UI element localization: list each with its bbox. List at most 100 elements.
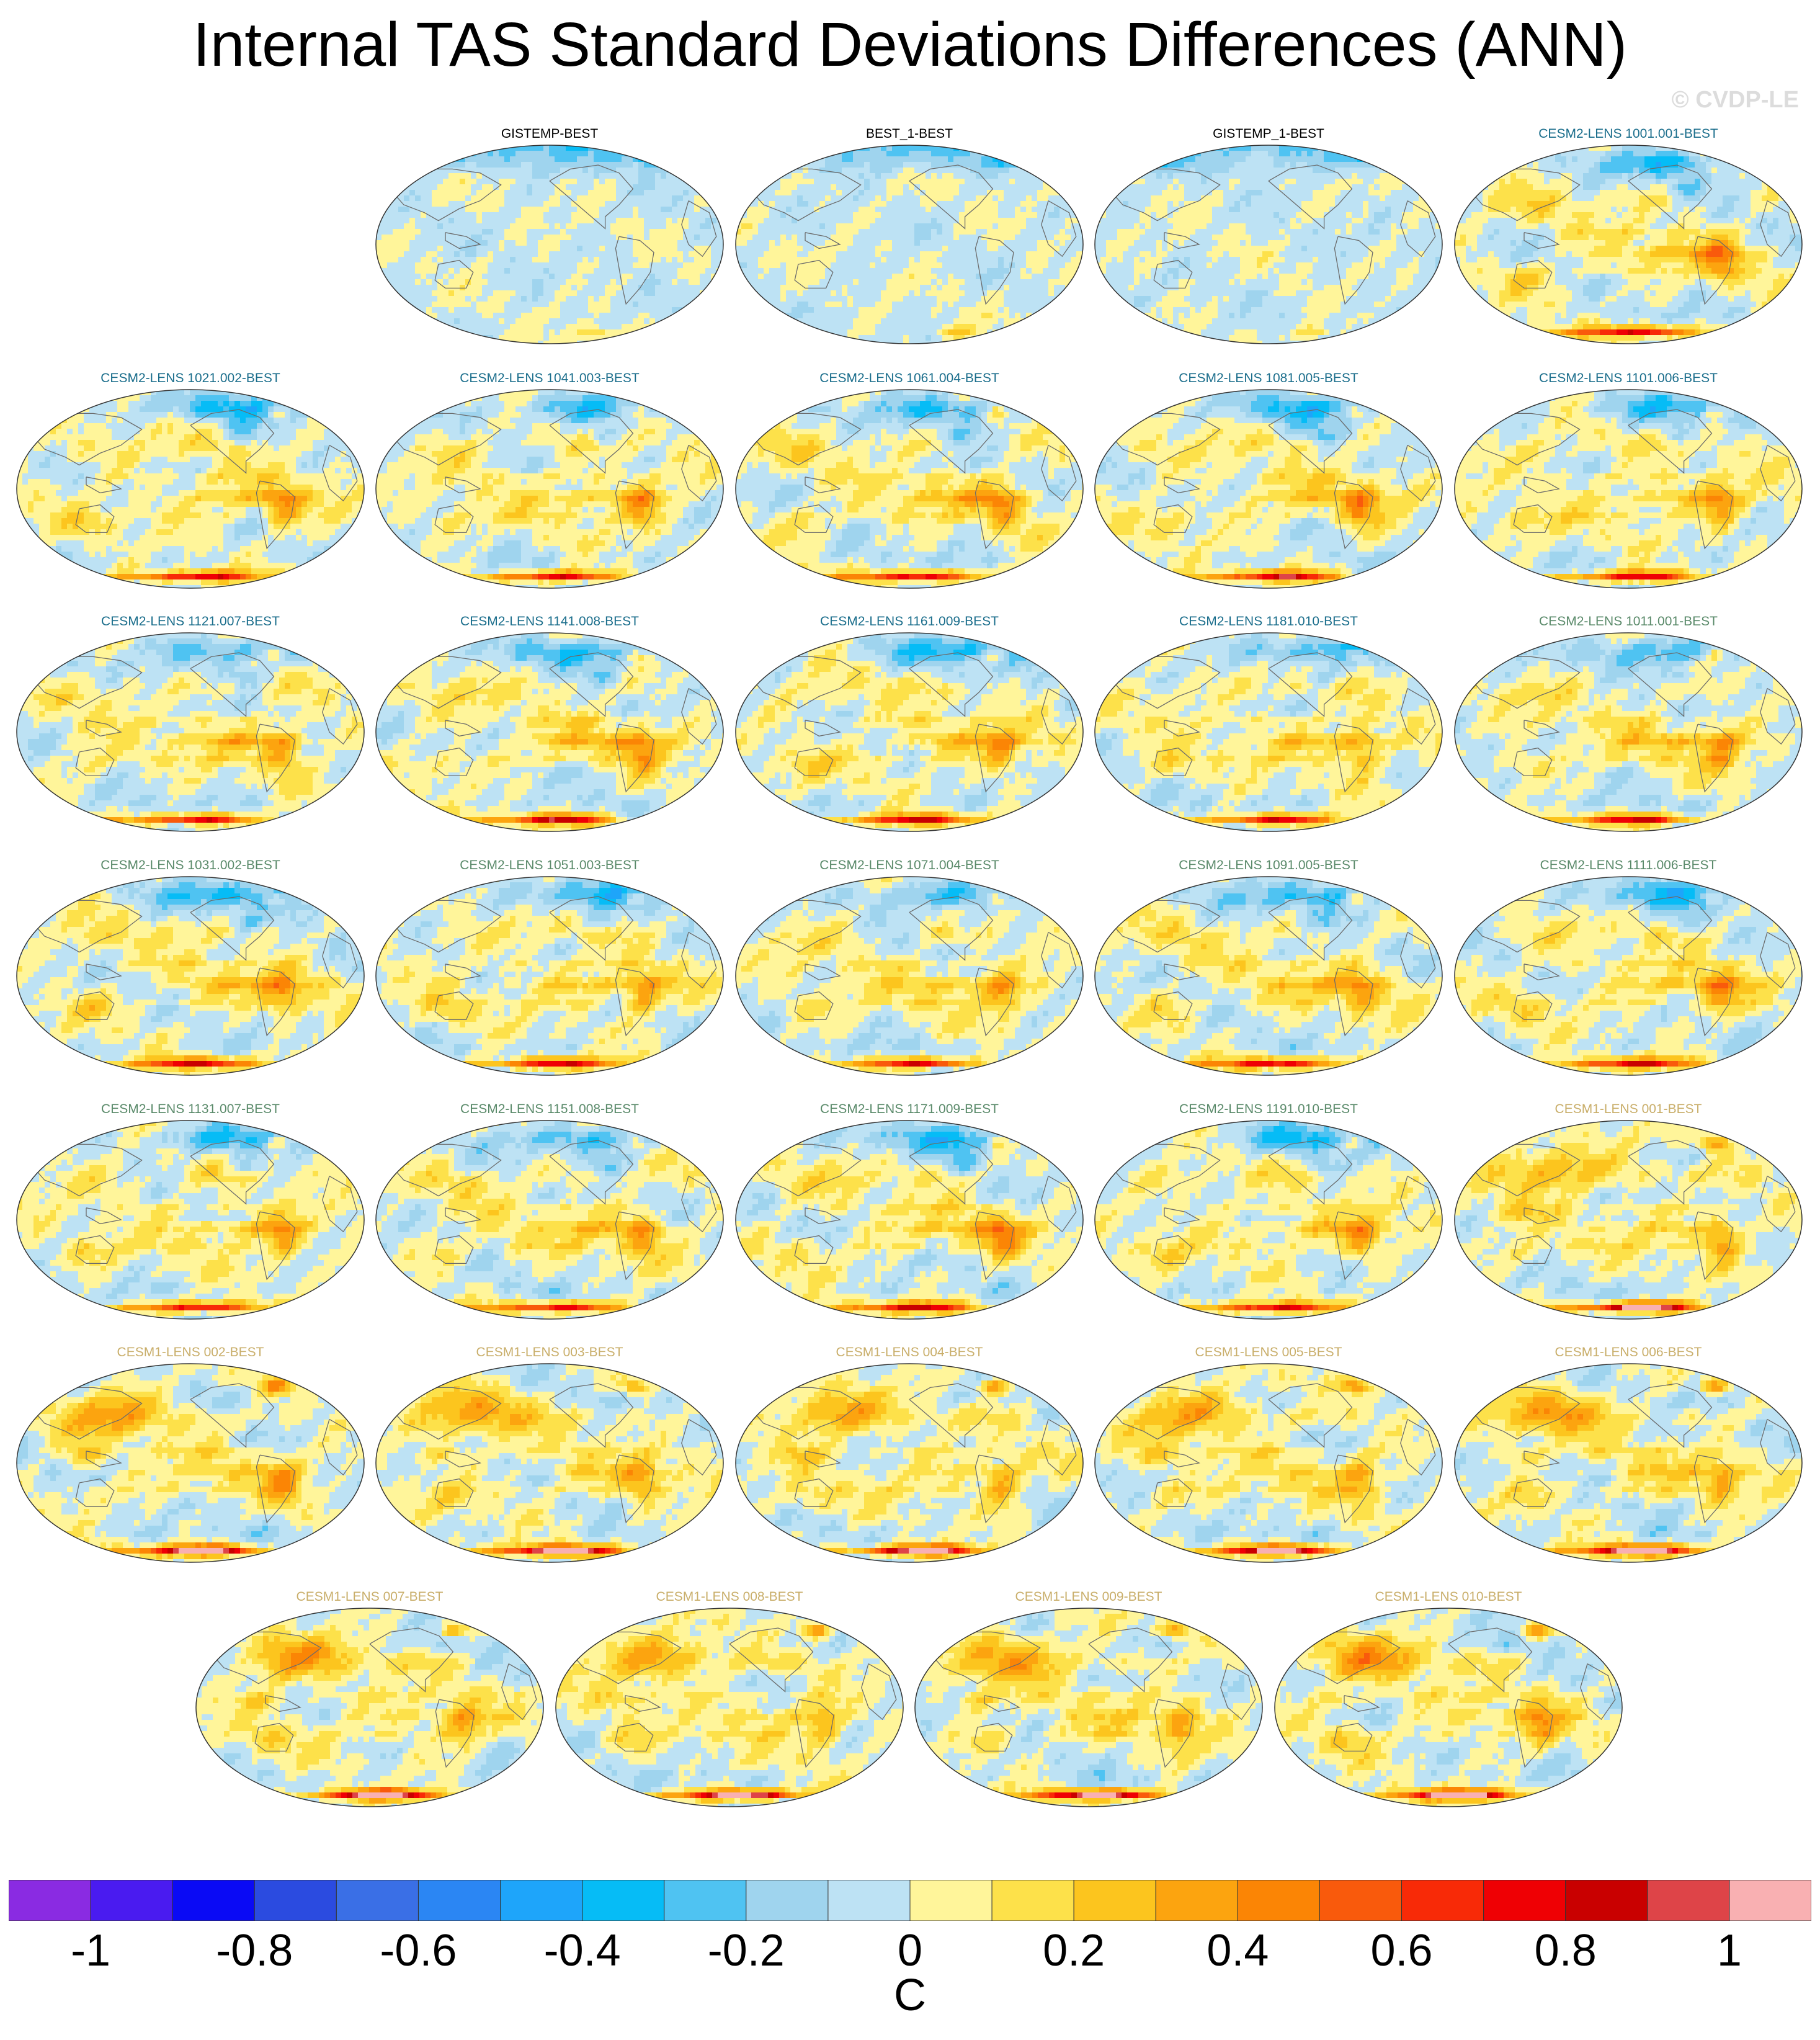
map-panel: CESM1-LENS 006-BEST	[1453, 1345, 1804, 1564]
map-panel: CESM2-LENS 1001.001-BEST	[1453, 127, 1804, 345]
map-plot	[194, 1607, 545, 1808]
map-plot	[1093, 1362, 1444, 1564]
map-panel: CESM2-LENS 1191.010-BEST	[1093, 1102, 1444, 1320]
map-plot	[1093, 632, 1444, 833]
colorbar-bin	[910, 1880, 992, 1921]
map-panel: CESM2-LENS 1071.004-BEST	[734, 858, 1085, 1076]
panel-title: CESM2-LENS 1101.006-BEST	[1453, 371, 1804, 386]
panel-title: CESM2-LENS 1111.006-BEST	[1453, 858, 1804, 873]
map-panel: CESM1-LENS 001-BEST	[1453, 1102, 1804, 1320]
map-plot	[15, 1119, 366, 1320]
colorbar-tick-label: 0.6	[1370, 1928, 1432, 1973]
panel-title: CESM2-LENS 1091.005-BEST	[1093, 858, 1444, 873]
colorbar-tick-label: 0.4	[1207, 1928, 1269, 1973]
map-plot	[1453, 388, 1804, 589]
map-panel: GISTEMP_1-BEST	[1093, 127, 1444, 345]
colorbar-tick-label: -0.8	[216, 1928, 293, 1973]
colorbar-bin	[418, 1880, 500, 1921]
map-panel: CESM1-LENS 004-BEST	[734, 1345, 1085, 1564]
map-panel: CESM2-LENS 1021.002-BEST	[15, 371, 366, 589]
map-plot	[1273, 1607, 1624, 1808]
panel-title: CESM1-LENS 006-BEST	[1453, 1345, 1804, 1360]
map-plot	[913, 1607, 1264, 1808]
map-plot	[15, 632, 366, 833]
colorbar-bin	[1729, 1880, 1811, 1921]
map-plot	[734, 388, 1085, 589]
map-plot	[734, 1119, 1085, 1320]
colorbar-bin	[664, 1880, 746, 1921]
map-panel: CESM2-LENS 1151.008-BEST	[374, 1102, 725, 1320]
colorbar-bin	[1648, 1880, 1729, 1921]
colorbar-bin	[172, 1880, 254, 1921]
colorbar-bin	[1402, 1880, 1484, 1921]
map-panel: CESM2-LENS 1161.009-BEST	[734, 614, 1085, 833]
map-plot	[15, 388, 366, 589]
colorbar-bin	[828, 1880, 910, 1921]
panel-title: GISTEMP_1-BEST	[1093, 127, 1444, 141]
panel-title: CESM2-LENS 1161.009-BEST	[734, 614, 1085, 629]
map-plot	[1453, 875, 1804, 1076]
colorbar-tick-label: -0.6	[380, 1928, 457, 1973]
map-plot	[374, 388, 725, 589]
map-panel: CESM1-LENS 007-BEST	[194, 1590, 545, 1808]
colorbar-bin	[9, 1880, 91, 1921]
colorbar-tick-label: -0.4	[544, 1928, 621, 1973]
map-panel: GISTEMP-BEST	[374, 127, 725, 345]
colorbar-tick-label: -1	[71, 1928, 110, 1973]
panel-title: CESM2-LENS 1081.005-BEST	[1093, 371, 1444, 386]
panel-title: CESM1-LENS 002-BEST	[15, 1345, 366, 1360]
map-plot	[1093, 144, 1444, 345]
panel-title: BEST_1-BEST	[734, 127, 1085, 141]
watermark: © CVDP-LE	[1672, 87, 1799, 114]
panel-title: CESM2-LENS 1141.008-BEST	[374, 614, 725, 629]
map-panel: CESM2-LENS 1101.006-BEST	[1453, 371, 1804, 589]
map-plot	[1093, 1119, 1444, 1320]
map-panel: CESM1-LENS 008-BEST	[554, 1590, 905, 1808]
colorbar-bin	[501, 1880, 582, 1921]
map-panel: CESM2-LENS 1081.005-BEST	[1093, 371, 1444, 589]
panel-title: CESM2-LENS 1001.001-BEST	[1453, 127, 1804, 141]
panel-title: CESM2-LENS 1051.003-BEST	[374, 858, 725, 873]
map-panel: CESM2-LENS 1111.006-BEST	[1453, 858, 1804, 1076]
panel-title: CESM2-LENS 1021.002-BEST	[15, 371, 366, 386]
colorbar-bin	[992, 1880, 1074, 1921]
map-plot	[374, 144, 725, 345]
colorbar-tick-label: 1	[1717, 1928, 1742, 1973]
map-panel: CESM1-LENS 003-BEST	[374, 1345, 725, 1564]
panel-title: CESM2-LENS 1011.001-BEST	[1453, 614, 1804, 629]
panel-title: CESM1-LENS 003-BEST	[374, 1345, 725, 1360]
map-plot	[374, 875, 725, 1076]
map-panel: CESM2-LENS 1011.001-BEST	[1453, 614, 1804, 833]
colorbar-bin	[1566, 1880, 1648, 1921]
map-plot	[554, 1607, 905, 1808]
map-plot	[1093, 388, 1444, 589]
map-panel: CESM2-LENS 1091.005-BEST	[1093, 858, 1444, 1076]
panel-title: CESM2-LENS 1041.003-BEST	[374, 371, 725, 386]
map-plot	[1453, 1362, 1804, 1564]
map-panel: BEST_1-BEST	[734, 127, 1085, 345]
map-panel: CESM2-LENS 1181.010-BEST	[1093, 614, 1444, 833]
panel-title: CESM2-LENS 1031.002-BEST	[15, 858, 366, 873]
colorbar-bin	[1484, 1880, 1566, 1921]
panel-title: CESM1-LENS 005-BEST	[1093, 1345, 1444, 1360]
map-panel: CESM1-LENS 009-BEST	[913, 1590, 1264, 1808]
colorbar-bin	[746, 1880, 828, 1921]
map-panel: CESM2-LENS 1041.003-BEST	[374, 371, 725, 589]
map-panel: CESM2-LENS 1061.004-BEST	[734, 371, 1085, 589]
colorbar-bin	[336, 1880, 418, 1921]
panel-title: CESM1-LENS 008-BEST	[554, 1590, 905, 1604]
map-plot	[1093, 875, 1444, 1076]
colorbar-tick-label: 0.8	[1535, 1928, 1597, 1973]
map-panel: CESM2-LENS 1131.007-BEST	[15, 1102, 366, 1320]
map-plot	[374, 632, 725, 833]
colorbar-bin	[1238, 1880, 1319, 1921]
colorbar-bin	[582, 1880, 664, 1921]
map-panel: CESM2-LENS 1121.007-BEST	[15, 614, 366, 833]
map-plot	[1453, 632, 1804, 833]
colorbar-bin	[1156, 1880, 1238, 1921]
map-panel: CESM2-LENS 1051.003-BEST	[374, 858, 725, 1076]
panel-title: CESM2-LENS 1151.008-BEST	[374, 1102, 725, 1117]
map-panel: CESM2-LENS 1141.008-BEST	[374, 614, 725, 833]
map-panel: CESM1-LENS 005-BEST	[1093, 1345, 1444, 1564]
map-plot	[15, 1362, 366, 1564]
